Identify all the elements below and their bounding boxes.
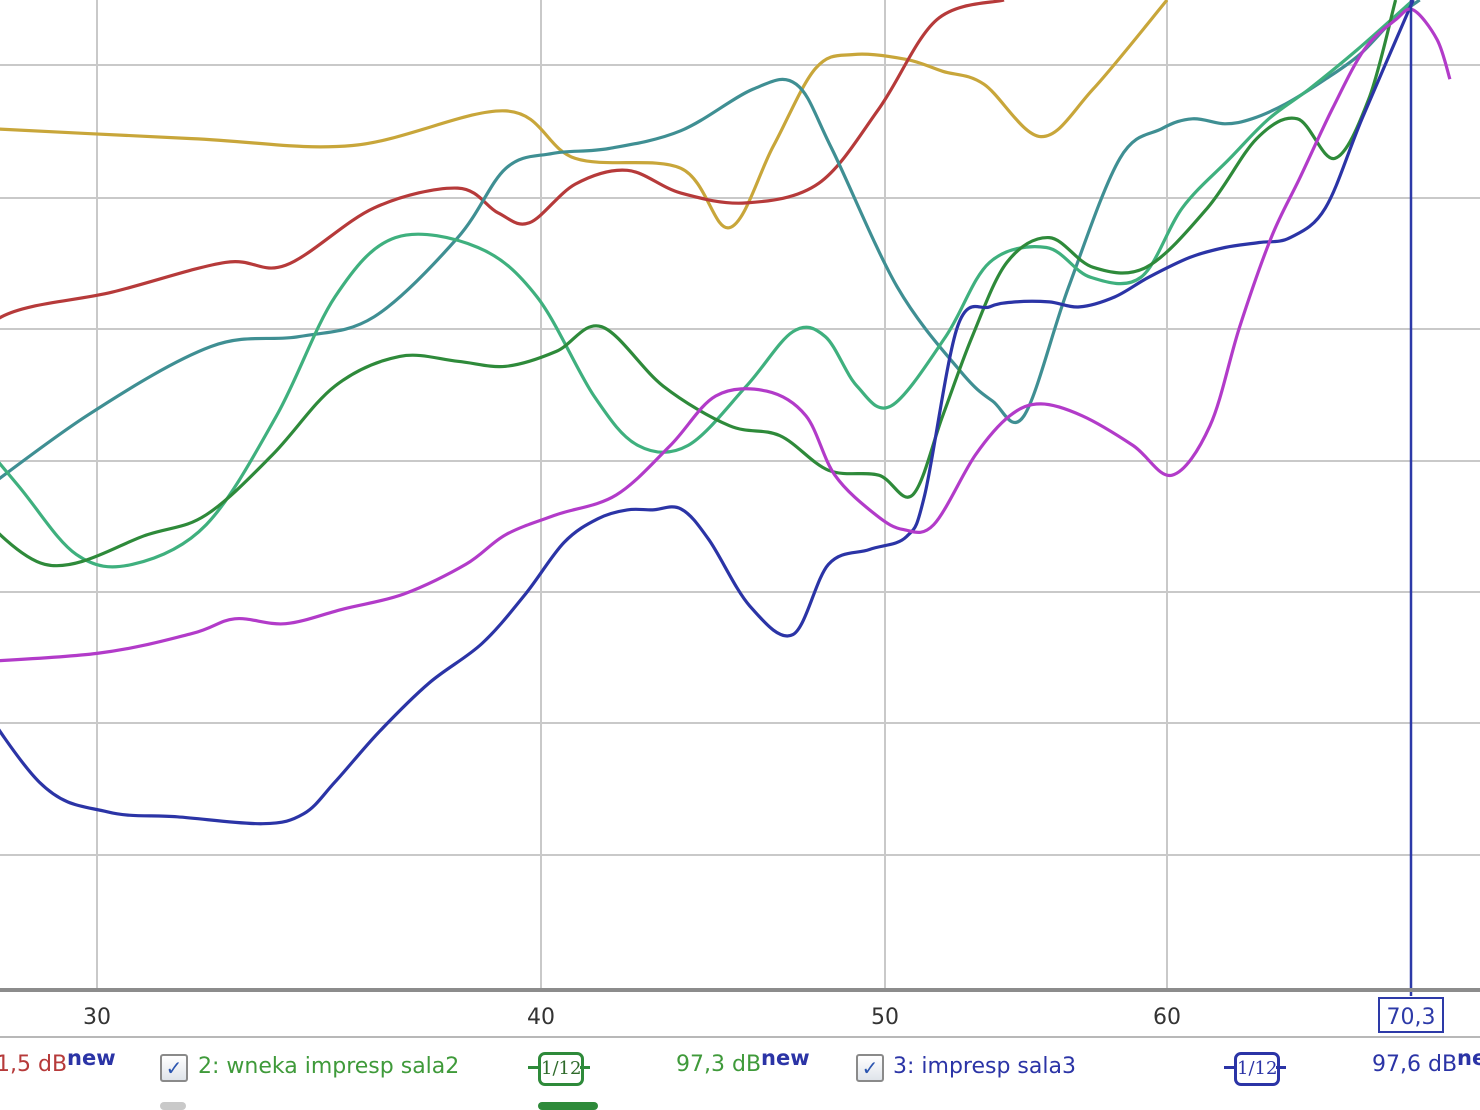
frequency-response-chart: 70,3 30 40 50 60 — [0, 0, 1480, 1038]
badge-tick — [528, 1066, 538, 1069]
x-tick-label: 60 — [1153, 1005, 1181, 1030]
cursor-readout-box[interactable] — [1378, 997, 1444, 1033]
next-row-badge-edge — [538, 1102, 598, 1110]
badge-tick — [1276, 1066, 1286, 1069]
new-tag: ne — [1457, 1046, 1480, 1070]
x-axis-line — [0, 988, 1480, 992]
item2-label: 2: wneka impresp sala2 — [198, 1054, 460, 1079]
legend-value-2: 97,3 dBnew — [676, 1046, 810, 1077]
cursor-group[interactable]: 70,3 — [1378, 0, 1444, 1033]
series-line-5 — [0, 0, 1398, 568]
x-tick-label: 40 — [527, 1005, 555, 1030]
series-line-7 — [0, 7, 1452, 663]
x-tick-label: 50 — [871, 1005, 899, 1030]
cursor-readout: 70,3 — [1387, 1005, 1436, 1030]
x-tick-label: 30 — [83, 1005, 111, 1030]
item3-checkbox[interactable]: ✓ — [856, 1054, 884, 1082]
series-line-2 — [0, 0, 1005, 320]
legend-value-1: 1,5 dBnew — [0, 1046, 116, 1077]
legend-value-3: 97,6 dBne — [1372, 1046, 1480, 1077]
item2-smoothing-badge[interactable]: 1/12 — [528, 1052, 590, 1086]
badge-tick — [1224, 1066, 1234, 1069]
series-line-1 — [0, 0, 1169, 230]
series-group — [0, 0, 1452, 826]
item2-smoothing-label: 1/12 — [538, 1052, 584, 1086]
new-tag: new — [761, 1046, 810, 1070]
item3-label: 3: impresp sala3 — [893, 1054, 1076, 1079]
series-line-4 — [0, 0, 1415, 569]
grid-lines — [0, 0, 1480, 990]
item2-checkbox[interactable]: ✓ — [160, 1054, 188, 1082]
series-line-6 — [0, 0, 1415, 826]
item3-smoothing-badge[interactable]: 1/12 — [1224, 1052, 1286, 1086]
badge-tick — [580, 1066, 590, 1069]
new-tag: new — [67, 1046, 116, 1070]
legend-bar: 1,5 dBnew ✓ 2: wneka impresp sala2 1/12 … — [0, 1040, 1480, 1108]
item3-smoothing-label: 1/12 — [1234, 1052, 1280, 1086]
series-line-3 — [0, 0, 1421, 481]
x-axis: 30 40 50 60 — [0, 988, 1480, 1038]
next-row-checkbox-edge — [160, 1102, 186, 1110]
